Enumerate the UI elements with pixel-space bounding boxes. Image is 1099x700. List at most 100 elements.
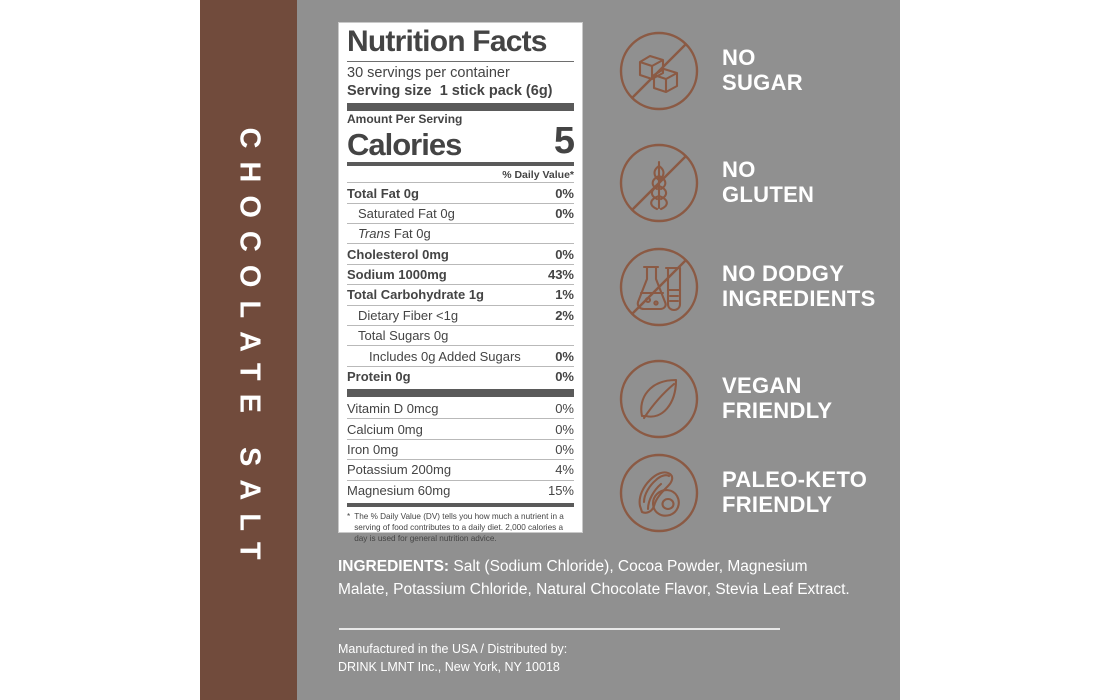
nutrient-rows: Total Fat 0g 0% Saturated Fat 0g 0% Trans Fa… [347,182,574,386]
benefit-label: PALEO-KETO FRIENDLY [722,467,868,517]
nutrient-row: Saturated Fat 0g 0% [347,204,574,223]
nutrient-row: Sodium 1000mg 43% [347,265,574,284]
servings-per-container: 30 servings per container [347,64,510,81]
divider [347,202,574,204]
nutrient-name: Protein 0g [347,368,411,384]
no-sugar-icon [618,30,700,112]
divider [347,304,574,306]
nutrient-name: Total Fat 0g [347,185,419,201]
nutrition-facts-title: Nutrition Facts [347,25,547,58]
nutrient-daily-value: 1% [555,287,574,303]
serving-size-row: Serving size 1 stick pack (6g) [347,82,574,100]
nutrient-name: Sodium 1000mg [347,267,447,283]
nutrient-name-italic: Trans [358,226,391,242]
ingredients-block: INGREDIENTS: Salt (Sodium Chloride), Coc… [338,556,858,602]
divider [347,162,574,167]
flavor-bar: CHOCOLATE SALT [200,0,297,700]
divider [347,102,574,111]
divider [347,324,574,326]
micronutrient-name: Potassium 200mg [347,462,452,478]
divider [347,243,574,245]
nutrient-name: Dietary Fiber <1g [358,307,459,323]
micronutrient-rows: Vitamin D 0mcg 0% Calcium 0mg 0% Iron 0mg 0% P… [347,399,574,500]
nutrient-row: Total Carbohydrate 1g 1% [347,285,574,304]
flavor-name: CHOCOLATE SALT [233,127,265,573]
nutrient-daily-value: 2% [555,307,574,323]
bacon-egg-icon [618,452,700,534]
daily-value-header: % Daily Value* [502,169,574,182]
nutrient-daily-value: 0% [555,368,574,384]
nutrient-row: Includes 0g Added Sugars 0% [347,346,574,365]
nutrient-row: Protein 0g 0% [347,367,574,386]
nutrient-name: Cholesterol 0mg [347,246,449,262]
manufacturer-line-2: DRINK LMNT Inc., New York, NY 10018 [338,659,560,674]
benefit-label: NO SUGAR [722,45,803,95]
nutrient-name: Includes 0g Added Sugars [369,348,521,364]
no-dodgy-ingredients-icon [618,246,700,328]
nutrient-row: Trans Fat 0g [347,224,574,243]
footnote-text: The % Daily Value (DV) tells you how muc… [354,511,564,543]
divider [347,60,574,62]
nutrient-name: Total Sugars 0g [358,328,449,344]
nutrient-name: Saturated Fat 0g [358,205,455,221]
nutrient-daily-value: 43% [547,267,574,283]
benefit-item-2: NO GLUTEN [618,142,814,224]
divider [347,365,574,367]
footer-divider [339,628,780,630]
micronutrient-daily-value: 0% [555,421,574,437]
benefit-item-3: NO DODGY INGREDIENTS [618,246,876,328]
manufacturer-line-1: Manufactured in the USA / Distributed by… [338,642,568,656]
divider [347,223,574,225]
micronutrient-name: Calcium 0mg [347,421,423,437]
calories-value: 5 [553,120,575,163]
divider [347,263,574,265]
micronutrient-name: Vitamin D 0mcg [347,401,439,417]
calories-row: Calories 5 [347,120,575,163]
nutrient-row: Cholesterol 0mg 0% [347,244,574,263]
micronutrient-daily-value: 0% [555,442,574,458]
benefit-item-1: NO SUGAR [618,30,803,112]
nutrient-daily-value: 0% [555,185,574,201]
divider [347,389,574,398]
micronutrient-row: Calcium 0mg 0% [347,419,574,438]
nutrition-facts-panel: Nutrition Facts 30 servings per containe… [338,22,583,543]
divider [347,438,574,440]
micronutrient-name: Magnesium 60mg [347,482,451,498]
micronutrient-row: Potassium 200mg 4% [347,460,574,479]
micronutrient-name: Iron 0mg [347,442,399,458]
ingredients-heading: INGREDIENTS: [338,558,450,575]
divider [347,502,574,507]
divider [347,459,574,461]
benefit-item-4: VEGAN FRIENDLY [618,358,832,440]
benefit-item-5: PALEO-KETO FRIENDLY [618,452,867,534]
divider [347,479,574,481]
micronutrient-daily-value: 0% [555,401,574,417]
no-gluten-icon [618,142,700,224]
daily-value-footnote: * The % Daily Value (DV) tells you how m… [347,509,574,544]
nutrient-name: Trans Fat 0g [358,226,431,242]
divider [347,418,574,420]
micronutrient-row: Iron 0mg 0% [347,440,574,459]
divider [347,345,574,347]
nutrient-name: Total Carbohydrate 1g [347,287,485,303]
nutrient-daily-value: 0% [555,205,574,221]
micronutrient-row: Magnesium 60mg 15% [347,481,574,500]
nutrient-daily-value: 0% [555,348,574,364]
micronutrient-daily-value: 15% [547,482,574,498]
label-grey-panel: Nutrition Facts 30 servings per containe… [297,0,900,700]
nutrient-daily-value: 0% [555,246,574,262]
amount-per-serving-label: Amount Per Serving [347,111,463,126]
micronutrient-daily-value: 4% [555,462,574,478]
calories-label: Calories [347,126,462,162]
leaf-icon [618,358,700,440]
benefit-label: NO GLUTEN [722,157,815,207]
nutrient-row: Total Sugars 0g [347,326,574,345]
benefit-label: VEGAN FRIENDLY [722,373,833,423]
nutrient-row: Total Fat 0g 0% [347,183,574,202]
benefit-label: NO DODGY INGREDIENTS [722,261,876,311]
micronutrient-row: Vitamin D 0mcg 0% [347,399,574,418]
divider [347,182,574,184]
nutrient-row: Dietary Fiber <1g 2% [347,306,574,325]
ingredients-text: Salt (Sodium Chloride), Cocoa Powder, Ma… [338,558,850,598]
